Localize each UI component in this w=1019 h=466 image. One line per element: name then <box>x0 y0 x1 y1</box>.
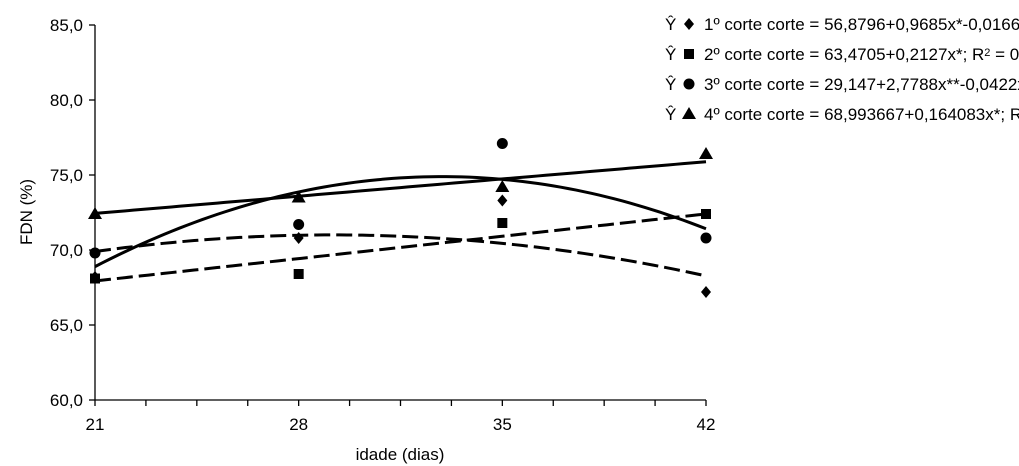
data-point-triangle <box>291 190 306 203</box>
fit-line-square <box>94 212 707 283</box>
legend-text-part: 1º corte corte = 56,8796+0,9685x*-0,0166… <box>704 15 1019 34</box>
y-tick-label: 80,0 <box>50 91 83 110</box>
data-point-square <box>90 273 100 284</box>
data-point-diamond <box>701 286 711 298</box>
y-tick-label: 70,0 <box>50 241 83 260</box>
legend-marker-diamond <box>684 18 694 30</box>
legend-marker-circle <box>683 78 695 90</box>
data-point-triangle <box>699 147 713 159</box>
legend-marker-triangle <box>682 107 696 119</box>
legend-prefix: Ŷ <box>665 75 676 94</box>
legend-text-part: ; R <box>963 45 985 64</box>
legend-text-part: 2º corte corte = 63,4705+0,2127x* <box>704 45 963 64</box>
axes: 60,0 65,0 70,0 75,0 80,0 85,0 21 28 35 42 <box>50 16 716 434</box>
data-point-circle <box>496 138 508 149</box>
x-axis-title: idade (dias) <box>356 445 445 464</box>
legend-prefix: Ŷ <box>665 105 676 124</box>
legend-entry: 4º corte corte = 68,993667+0,164083x*; R… <box>704 105 1019 124</box>
legend-prefix: Ŷ <box>665 45 676 64</box>
legend-text-part: 4º corte corte = 68,993667+0,164083x* <box>704 105 1001 124</box>
legend: Ŷ 1º corte corte = 56,8796+0,9685x*-0,016… <box>665 15 1019 124</box>
x-tick-label: 35 <box>493 415 512 434</box>
fit-line-diamond <box>94 233 707 278</box>
data-point-triangle <box>88 207 102 219</box>
fit-lines <box>94 160 707 283</box>
x-tick-label: 28 <box>289 415 308 434</box>
data-point-triangle <box>495 180 510 192</box>
legend-entry: 3º corte corte = 29,147+2,7788x**-0,0422… <box>704 75 1019 94</box>
legend-text-part: ; R <box>1000 105 1019 124</box>
legend-marker-square <box>684 49 694 59</box>
fit-line-circle <box>94 175 707 268</box>
data-point-square <box>293 269 304 279</box>
data-point-square <box>701 209 711 219</box>
data-points <box>88 138 713 298</box>
data-point-diamond <box>293 232 304 244</box>
legend-prefix: Ŷ <box>665 15 676 34</box>
data-point-diamond <box>497 194 508 207</box>
data-point-circle <box>700 232 712 244</box>
y-tick-label: 85,0 <box>50 16 83 35</box>
x-tick-label: 42 <box>697 415 716 434</box>
data-point-square <box>497 218 508 228</box>
data-point-circle <box>89 247 101 259</box>
y-tick-label: 60,0 <box>50 391 83 410</box>
legend-entry: 2º corte corte = 63,4705+0,2127x*; R2 = … <box>704 45 1019 64</box>
legend-text-part: = 0,76 <box>990 45 1019 64</box>
legend-superscript: 2 <box>984 47 990 59</box>
legend-entry: 1º corte corte = 56,8796+0,9685x*-0,0166… <box>704 15 1019 34</box>
data-point-circle <box>293 219 305 230</box>
y-tick-label: 65,0 <box>50 316 83 335</box>
y-tick-label: 75,0 <box>50 166 83 185</box>
legend-text-part: 3º corte corte = 29,147+2,7788x**-0,0422… <box>704 75 1019 94</box>
y-axis-title: FDN (%) <box>17 179 36 245</box>
x-tick-label: 21 <box>86 415 105 434</box>
fit-line-triangle <box>94 160 707 215</box>
